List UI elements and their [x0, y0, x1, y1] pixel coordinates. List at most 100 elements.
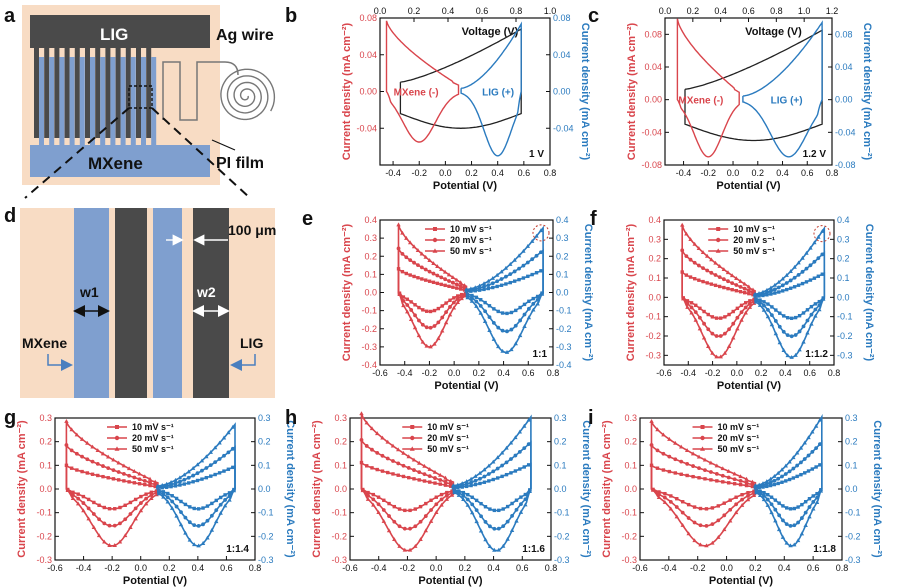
lig-marker	[820, 252, 825, 257]
lig-marker	[519, 495, 523, 499]
lig-marker	[766, 307, 770, 312]
mxene-marker	[738, 278, 743, 283]
y-tick-label-right: 0.1	[837, 273, 850, 283]
lig-marker	[818, 442, 822, 447]
lig-marker	[818, 463, 822, 467]
lig-marker	[173, 477, 178, 482]
mxene-marker	[431, 271, 436, 276]
mxene-marker	[444, 493, 449, 498]
lig-marker	[757, 493, 763, 498]
mxene-marker	[667, 469, 672, 474]
lig-marker	[461, 493, 466, 498]
ratio-annotation: 1:1	[533, 349, 548, 360]
mxene-marker	[127, 480, 131, 484]
mxene-marker	[440, 328, 445, 333]
lig-marker	[495, 455, 500, 460]
legend-entry: 10 mV s⁻¹	[718, 422, 760, 432]
mxene-marker	[90, 459, 95, 464]
mxene-marker	[407, 475, 411, 480]
lig-marker	[461, 497, 466, 501]
lig-marker	[797, 314, 802, 318]
lig-marker	[514, 498, 519, 502]
mxene-marker	[436, 306, 441, 311]
mxene-marker	[729, 273, 735, 278]
x-tick-label: 0.2	[459, 563, 472, 573]
lig-marker	[164, 481, 169, 486]
lig-marker	[212, 445, 218, 450]
lig-marker	[768, 483, 773, 488]
lig-marker	[814, 465, 818, 469]
lig-marker	[802, 457, 807, 461]
lig-marker	[461, 490, 466, 495]
y-tick-label-right: -0.2	[554, 531, 570, 541]
mxene-marker	[744, 301, 748, 305]
lig-marker	[205, 535, 210, 540]
lig-marker	[468, 286, 474, 291]
lig-marker	[806, 469, 811, 473]
mxene-marker	[700, 250, 706, 254]
full-cell-curve	[399, 27, 522, 129]
legend-entry: 50 mV s⁻¹	[718, 444, 760, 454]
mxene-marker	[432, 308, 437, 313]
lig-marker	[526, 417, 531, 422]
mxene-marker	[721, 277, 726, 282]
y-tick-label-right: 0.3	[845, 413, 858, 423]
x-tick-label: 0.0	[439, 168, 452, 178]
mxene-cv-1	[65, 464, 159, 510]
mxene-finger	[59, 57, 65, 145]
mxene-marker	[720, 473, 725, 478]
lig-marker	[491, 477, 495, 482]
mxene-marker	[731, 321, 736, 326]
lig-marker	[217, 457, 222, 461]
lig-marker	[495, 279, 500, 284]
mxene-marker	[403, 508, 407, 513]
lig-marker	[781, 329, 786, 334]
lig-marker	[504, 282, 508, 286]
mxene-marker	[79, 436, 85, 441]
lig-finger	[34, 48, 39, 138]
y-axis-label-right: Current density (mA cm⁻²)	[579, 23, 591, 161]
lig-marker	[784, 272, 789, 277]
lig-marker	[495, 466, 500, 471]
lig-marker	[518, 509, 524, 514]
lig-marker	[205, 504, 210, 508]
mxene-marker	[148, 480, 152, 485]
lig-marker	[788, 523, 793, 528]
mxene-marker	[132, 468, 137, 473]
mxene-marker	[459, 296, 464, 301]
y-tick-label-left: -0.2	[621, 531, 637, 541]
lig-marker	[779, 467, 785, 472]
lig-pointer	[230, 354, 256, 371]
x-axis-label: Potential (V)	[709, 575, 774, 587]
lig-marker	[456, 492, 462, 497]
lig-marker	[788, 507, 793, 511]
lig-finger-1	[115, 208, 147, 398]
mxene-marker	[127, 473, 132, 478]
lig-marker	[758, 489, 762, 493]
mxene-marker	[95, 448, 100, 452]
mxene-marker	[65, 488, 70, 492]
x-tick-label: -0.2	[104, 563, 120, 573]
mxene-marker	[128, 500, 133, 505]
lig-marker	[773, 319, 778, 323]
lig-marker	[820, 272, 825, 276]
lig-marker	[764, 482, 769, 487]
mxene-finger	[100, 57, 106, 145]
mxene-marker	[420, 322, 425, 327]
y-tick-label-right: 0.1	[554, 460, 567, 470]
lig-marker	[788, 286, 793, 290]
lig-marker	[500, 348, 505, 353]
mxene-marker	[148, 483, 152, 488]
y-tick-label-right: -0.3	[837, 350, 853, 360]
lig-marker	[807, 514, 812, 519]
lig-marker	[178, 483, 182, 487]
lig-marker	[209, 527, 215, 532]
mxene-marker	[405, 303, 410, 307]
mxene-marker	[656, 495, 662, 499]
mxene-marker	[449, 492, 455, 497]
mxene-marker	[113, 507, 117, 511]
lig-marker	[804, 266, 809, 271]
lig-marker	[470, 495, 474, 499]
mxene-marker	[121, 472, 126, 476]
lig-marker	[800, 269, 805, 274]
